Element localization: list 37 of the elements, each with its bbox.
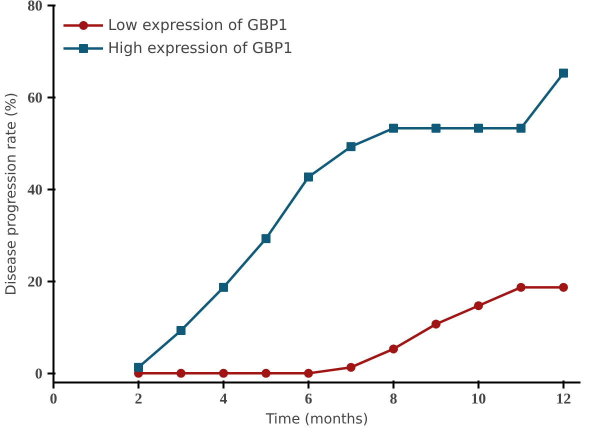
point xyxy=(304,368,313,378)
x-tick-label: 2 xyxy=(134,392,142,408)
point xyxy=(559,68,568,78)
legend-label: Low expression of GBP1 xyxy=(108,16,288,34)
point xyxy=(516,124,526,133)
x-tick-label: 8 xyxy=(390,392,398,408)
legend-label: High expression of GBP1 xyxy=(108,39,293,57)
point xyxy=(559,282,568,292)
point xyxy=(176,368,186,378)
x-tick-label: 6 xyxy=(304,392,313,408)
x-tick-label: 4 xyxy=(220,392,228,408)
point xyxy=(389,124,398,133)
point xyxy=(346,142,356,152)
y-axis-title: Disease progression rate (%) xyxy=(4,92,20,296)
point xyxy=(262,368,270,378)
y-tick-label: 0 xyxy=(35,366,42,382)
point xyxy=(432,124,440,133)
point xyxy=(304,172,313,182)
point xyxy=(389,344,398,354)
point xyxy=(346,362,356,372)
point xyxy=(432,320,440,329)
x-axis-title: Time (months) xyxy=(264,412,368,428)
y-tick-label: 60 xyxy=(28,90,42,106)
x-tick-label: 12 xyxy=(556,392,571,408)
point xyxy=(262,234,270,244)
point xyxy=(474,124,483,133)
point xyxy=(219,282,228,292)
point xyxy=(219,368,228,378)
point xyxy=(134,362,143,372)
point xyxy=(176,326,186,336)
point xyxy=(516,282,526,292)
x-tick-label: 10 xyxy=(471,392,486,408)
point xyxy=(474,301,483,310)
y-tick-label: 40 xyxy=(28,182,42,198)
x-tick-label: 0 xyxy=(50,392,58,408)
y-tick-label: 20 xyxy=(28,274,42,290)
y-tick-label: 80 xyxy=(28,0,42,14)
